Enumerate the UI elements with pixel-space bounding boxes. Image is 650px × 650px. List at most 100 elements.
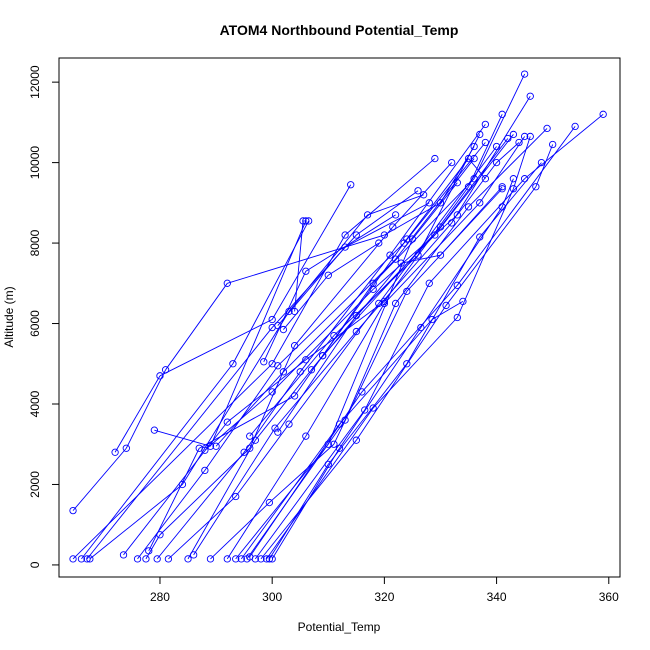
series-segment [249,391,363,558]
series [268,175,518,563]
series-segment [367,194,424,216]
data-point [324,271,332,279]
series-segment [305,214,396,272]
series-segment [254,409,366,560]
data-point [237,555,245,563]
data-point [274,321,282,330]
series [150,217,310,450]
series-segment [456,188,514,318]
series-segment [364,283,430,411]
series [111,181,355,456]
data-point [86,555,94,563]
series [164,142,501,563]
data-point [369,404,377,412]
series [274,130,518,436]
series-segment [501,178,514,208]
data-point [142,555,150,563]
series-segment [355,222,453,332]
data-point [403,360,411,368]
series-segment [199,395,295,449]
series-segment [451,95,531,224]
data-point [279,325,288,334]
data-point [285,420,293,428]
series [153,120,490,563]
series [69,142,478,515]
series-segment [249,335,335,437]
data-point [290,342,299,350]
data-point [428,315,436,324]
series-segment [496,142,520,163]
series [274,199,433,330]
data-point [201,466,209,475]
data-point [77,555,86,563]
chart-title: ATOM4 Northbound Potential_Temp [220,22,459,38]
series-segment [372,214,458,290]
data-point [442,301,450,310]
series-segment [89,484,183,560]
x-tick-label: 300 [262,590,282,604]
data-point [520,132,529,141]
data-point [453,211,461,219]
series-segment [145,534,161,560]
data-point [453,313,461,322]
data-point [425,199,433,207]
series [83,187,422,563]
data-point [302,267,310,275]
data-point [189,551,198,559]
x-tick-label: 360 [599,590,619,604]
series [260,211,400,366]
data-point [498,203,506,211]
data-point [352,231,360,239]
y-axis-label: Altitude (m) [2,286,16,347]
series-segment [232,220,310,364]
y-tick-label: 4000 [28,390,42,417]
data-point [391,299,400,308]
data-point [347,181,355,189]
series-segment [479,136,526,204]
data-point [363,211,372,219]
data-point [341,243,349,251]
data-point [509,185,518,193]
data-point [476,130,484,139]
series-segment [277,315,357,433]
series-segment [327,238,413,445]
data-point [515,138,523,147]
data-point [509,175,518,183]
data-point [201,446,209,454]
data-point [232,492,240,501]
series-segment [125,369,166,449]
series-segment [123,421,228,556]
data-point [419,191,428,199]
data-point [302,432,310,440]
data-point [403,235,411,243]
series [279,239,383,334]
series [319,154,490,360]
data-point [212,442,220,450]
series-segment [440,186,503,256]
series-segment [440,138,509,228]
data-point [375,239,383,247]
y-tick-label: 12000 [28,65,42,99]
data-point [498,185,506,193]
series-segment [165,283,228,371]
data-point [223,418,231,426]
series-segment [372,178,475,284]
series-segment [434,134,514,236]
plot-series [69,70,607,563]
data-point [549,140,557,149]
y-tick-label: 0 [28,561,42,568]
y-axis: 0 2000 4000 6000 8000 10000 12000 [28,65,59,568]
data-point [251,555,260,563]
series-segment [266,407,374,560]
data-point [470,142,478,151]
series-segment [356,234,436,316]
data-point [492,158,501,167]
data-point [389,223,397,231]
series-segment [193,427,276,556]
data-point [470,154,478,163]
series-segment [535,144,554,187]
data-point [436,251,445,259]
data-point [386,251,394,259]
series-segment [328,242,380,276]
